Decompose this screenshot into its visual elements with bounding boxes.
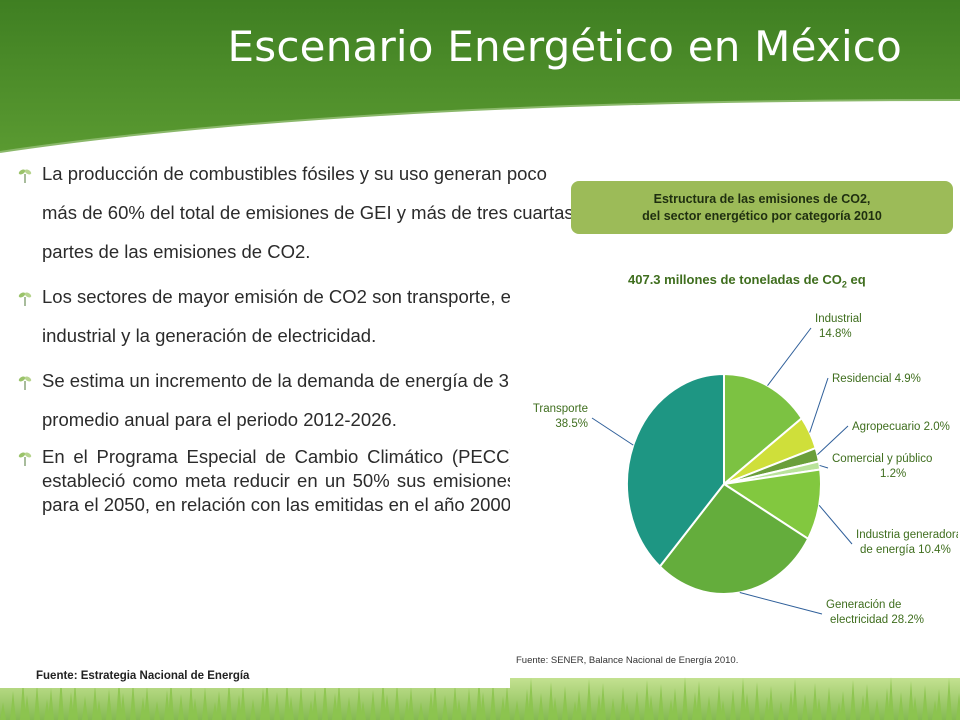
chart-title-line1: Estructura de las emisiones de CO2,	[653, 191, 871, 206]
bullet-list: La producción de combustibles fósiles y …	[18, 150, 583, 517]
leader-line	[818, 504, 853, 545]
bullet-item: La producción de combustibles fósiles y …	[18, 154, 583, 271]
bullet-text: Los sectores de mayor emisión de CO2 son…	[42, 286, 516, 346]
header-background	[0, 0, 960, 153]
slide-source: Fuente: Estrategia Nacional de Energía	[36, 670, 250, 682]
chart-subtitle: 407.3 millones de toneladas de CO2 eq	[628, 272, 866, 290]
slice-label: Residencial 4.9%	[832, 373, 921, 385]
slice-value-label: electricidad 28.2%	[830, 614, 924, 626]
slice-label: Industrial	[815, 313, 862, 325]
chart-title-box: Estructura de las emisiones de CO2, del …	[571, 181, 953, 234]
bullet-sprout-icon	[18, 169, 32, 183]
slice-value-label: 38.5%	[555, 418, 588, 430]
slice-value-label: 14.8%	[819, 328, 852, 340]
pie-slice-transporte	[626, 372, 725, 569]
leader-line	[591, 417, 634, 446]
bullet-item: Se estima un incremento de la demanda de…	[18, 361, 583, 439]
slice-value-label: 1.2%	[880, 468, 906, 480]
bullet-item: En el Programa Especial de Cambio Climát…	[18, 445, 583, 517]
leader-line	[819, 464, 829, 469]
slice-label: Generación de	[826, 599, 901, 611]
bullet-text: La producción de combustibles fósiles y …	[42, 163, 574, 262]
slice-label: Comercial y público	[832, 453, 932, 465]
bullet-sprout-icon	[18, 452, 32, 466]
page-title: Escenario Energético en México	[227, 22, 902, 71]
slice-label: Transporte	[533, 403, 588, 415]
pie-slice-generaci-n-de-electricidad	[658, 482, 810, 595]
slice-value-label: de energía 10.4%	[860, 544, 951, 556]
pie-chart: Industrial 14.8% Residencial 4.9% Agropecua…	[533, 313, 958, 626]
bullet-item: Los sectores de mayor emisión de CO2 son…	[18, 277, 583, 355]
leader-line	[809, 377, 829, 433]
source-bar: Fuente: Estrategia Nacional de Energía	[0, 666, 510, 688]
leader-line	[767, 327, 812, 386]
chart-title-line2: del sector energético por categoría 2010	[642, 208, 882, 223]
leader-line	[739, 592, 823, 615]
pie-slice-industria-generadora-de-energ-a	[721, 468, 822, 541]
bullet-sprout-icon	[18, 376, 32, 390]
bullet-text: Se estima un incremento de la demanda de…	[42, 370, 541, 430]
bullet-sprout-icon	[18, 292, 32, 306]
bullet-text: En el Programa Especial de Cambio Climát…	[42, 446, 583, 515]
chart-source: Fuente: SENER, Balance Nacional de Energ…	[516, 655, 739, 666]
header-banner: Escenario Energético en México	[0, 0, 960, 160]
leader-line	[817, 425, 849, 456]
slice-label: Agropecuario 2.0%	[852, 421, 950, 433]
pie-chart-panel: 407.3 millones de toneladas de CO2 eq In…	[510, 240, 958, 672]
slice-label: Industria generadora	[856, 529, 958, 541]
